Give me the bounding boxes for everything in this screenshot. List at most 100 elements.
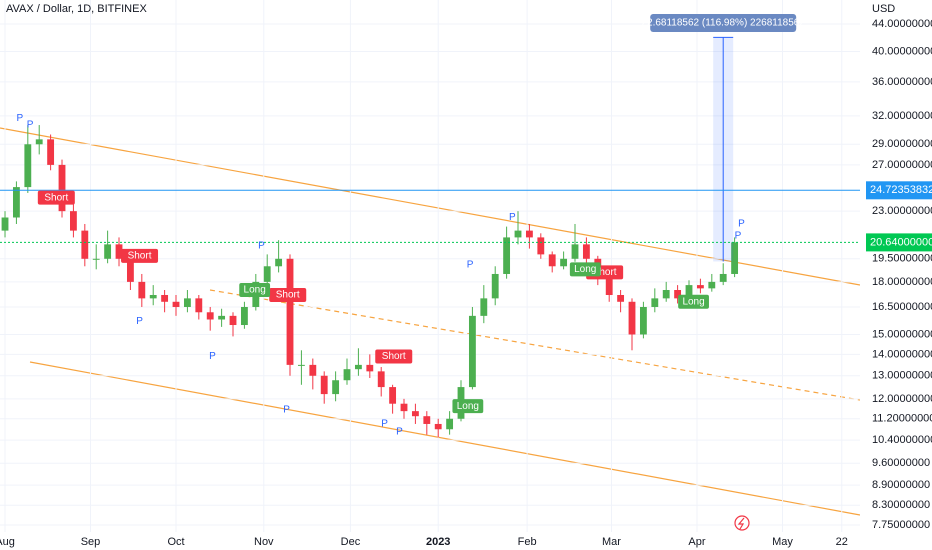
y-tick-label: 29.00000000	[872, 138, 932, 150]
signal-label: P	[381, 419, 388, 430]
signal-label: P	[396, 427, 403, 438]
candle-body	[537, 237, 545, 255]
candle-body	[92, 258, 100, 260]
y-tick-label: 7.75000000	[872, 519, 930, 531]
x-tick-label: Oct	[167, 536, 184, 548]
candle-body	[639, 306, 647, 335]
candle-body	[115, 244, 123, 259]
y-tick-label: 27.00000000	[872, 159, 932, 171]
candle-body	[480, 298, 488, 316]
candle-body	[674, 290, 682, 299]
x-tick-label: 2023	[426, 536, 450, 548]
candle-body	[126, 258, 134, 282]
candle-body	[47, 139, 55, 165]
axes: 44.00000000 40.00000000 36.00000000 32.0000…	[0, 18, 932, 548]
signal-label: Short	[128, 250, 152, 261]
signal-box	[269, 287, 307, 302]
candle-body	[423, 416, 431, 424]
signal-box	[452, 399, 484, 414]
price-label-box	[866, 181, 932, 200]
candle-body	[69, 211, 77, 231]
candle-body	[354, 364, 362, 370]
signal-label: P	[735, 231, 742, 242]
candle-body	[548, 254, 556, 267]
x-tick-label: Aug	[0, 536, 15, 548]
y-tick-label: 18.00000000	[872, 276, 932, 288]
signal-label: Short	[593, 267, 617, 278]
y-tick-label: 10.40000000	[872, 434, 932, 446]
flash-icon	[734, 515, 750, 531]
candle-body	[560, 258, 568, 267]
candle-body	[104, 244, 112, 259]
candle-body	[35, 139, 43, 145]
x-tick-label: May	[772, 536, 793, 548]
candle-body	[172, 301, 180, 307]
y-tick-label: 9.60000000	[872, 457, 930, 469]
y-tick-label: 15.00000000	[872, 328, 932, 340]
signal-label: Long	[682, 296, 704, 307]
x-tick-label: Mar	[602, 536, 621, 548]
candle-body	[58, 164, 66, 212]
candle-body	[605, 278, 613, 295]
y-tick-label: 32.00000000	[872, 110, 932, 122]
y-tick-label: 8.90000000	[872, 479, 930, 491]
y-tick-label: 36.00000000	[872, 76, 932, 88]
candle-body	[571, 244, 579, 259]
channel-mid	[209, 289, 861, 401]
candle-body	[263, 266, 271, 282]
signal-box	[239, 283, 271, 298]
y-tick-label: 12.00000000	[872, 393, 932, 405]
y-tick-label: 40.00000000	[872, 45, 932, 57]
x-tick-label: Sep	[81, 536, 101, 548]
signal-label: Short	[276, 290, 300, 301]
signal-label: Long	[574, 264, 596, 275]
signal-label: Long	[244, 285, 266, 296]
price-label: 20.64000000	[870, 236, 932, 248]
candle-body	[389, 387, 397, 404]
signal-label: P	[209, 351, 216, 362]
candle-body	[582, 244, 590, 259]
candle-body	[708, 281, 716, 289]
signal-label: P	[467, 259, 474, 270]
candle-body	[491, 273, 499, 299]
candle-body	[24, 144, 32, 188]
signal-label: P	[136, 316, 143, 327]
signal-label: P	[27, 120, 34, 131]
candle-body	[696, 285, 704, 289]
measure-label-box	[650, 14, 797, 32]
signal-label: P	[738, 219, 745, 230]
price-axis	[860, 0, 932, 550]
y-tick-label: 44.00000000	[872, 18, 932, 30]
candle-body	[617, 294, 625, 302]
signal-label: Long	[457, 401, 479, 412]
candle-body	[320, 375, 328, 395]
candle-body	[195, 298, 203, 313]
signal-label: P	[283, 405, 290, 416]
signal-box	[678, 294, 709, 309]
candle-body	[651, 298, 659, 307]
time-axis	[0, 532, 860, 550]
candle-body	[468, 315, 476, 388]
candle-body	[434, 423, 442, 430]
signal-box	[569, 262, 601, 277]
candle-body	[138, 281, 146, 299]
chart-title: AVAX / Dollar, 1D, BITFINEX	[6, 3, 147, 15]
x-tick-label: Nov	[254, 536, 274, 548]
y-tick-label: 23.00000000	[872, 205, 932, 217]
candle-body	[525, 230, 533, 238]
candle-body	[149, 294, 157, 299]
signal-label: Short	[44, 192, 68, 203]
candle-body	[12, 187, 20, 218]
candle-body	[81, 230, 89, 259]
x-tick-label: Apr	[688, 536, 705, 548]
candle-body	[309, 364, 317, 376]
candle-body	[366, 364, 374, 372]
candle-body	[297, 364, 305, 366]
signal-box	[37, 190, 75, 205]
candle-body	[685, 285, 693, 299]
channel-lower	[29, 361, 861, 516]
candle-body	[400, 403, 408, 412]
x-tick-label: 22	[836, 536, 848, 548]
candle-body	[1, 217, 9, 231]
